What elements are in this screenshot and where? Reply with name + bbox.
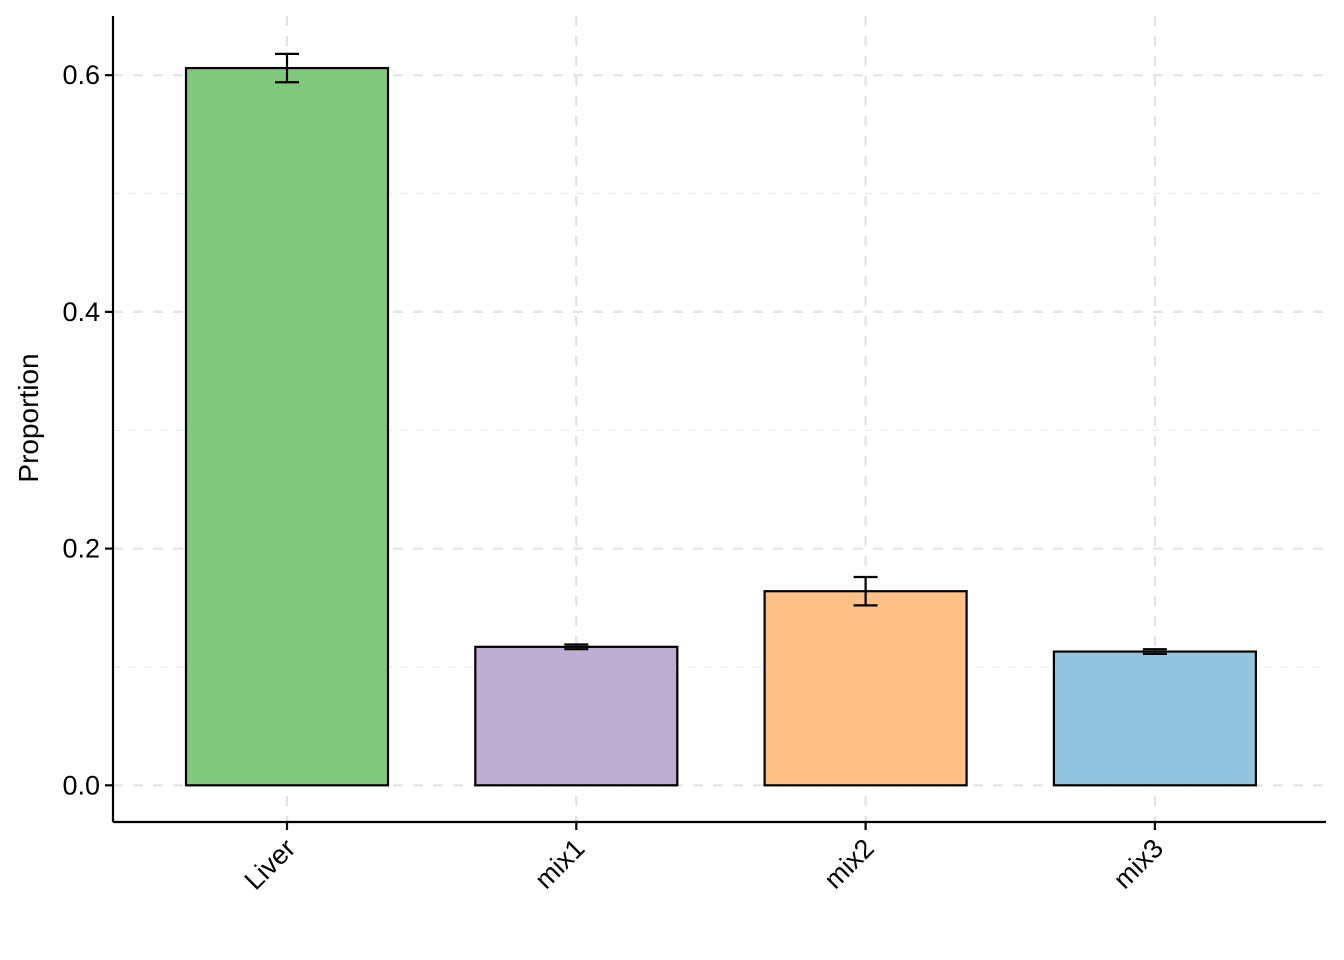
error-bars	[275, 52, 1167, 656]
x-tick-label-mix2: mix2	[818, 833, 880, 895]
error-bar-mix1	[564, 643, 589, 651]
y-tick-label: 0.6	[62, 60, 100, 90]
axes	[111, 16, 1326, 824]
error-bar-mix2	[853, 575, 878, 607]
y-tick-label: 0.0	[62, 770, 100, 800]
bar-mix3	[1052, 650, 1258, 787]
y-tick-label: 0.2	[62, 534, 100, 564]
bar-liver	[184, 66, 390, 787]
x-tick-label-liver: Liver	[239, 833, 302, 896]
bar-mix2	[763, 590, 968, 787]
bar-mix1	[474, 645, 679, 787]
error-bar-liver	[275, 52, 299, 84]
x-tick-label-mix1: mix1	[529, 833, 591, 895]
x-tick-label-mix3: mix3	[1108, 833, 1170, 895]
y-ticks: 0.0 0.2 0.4 0.6	[62, 60, 113, 800]
y-axis-title: Proportion	[13, 353, 44, 482]
error-bar-mix3	[1142, 648, 1167, 656]
bars	[184, 66, 1258, 787]
y-tick-label: 0.4	[62, 297, 100, 327]
x-ticks: Liver mix1 mix2 mix3	[239, 822, 1170, 896]
